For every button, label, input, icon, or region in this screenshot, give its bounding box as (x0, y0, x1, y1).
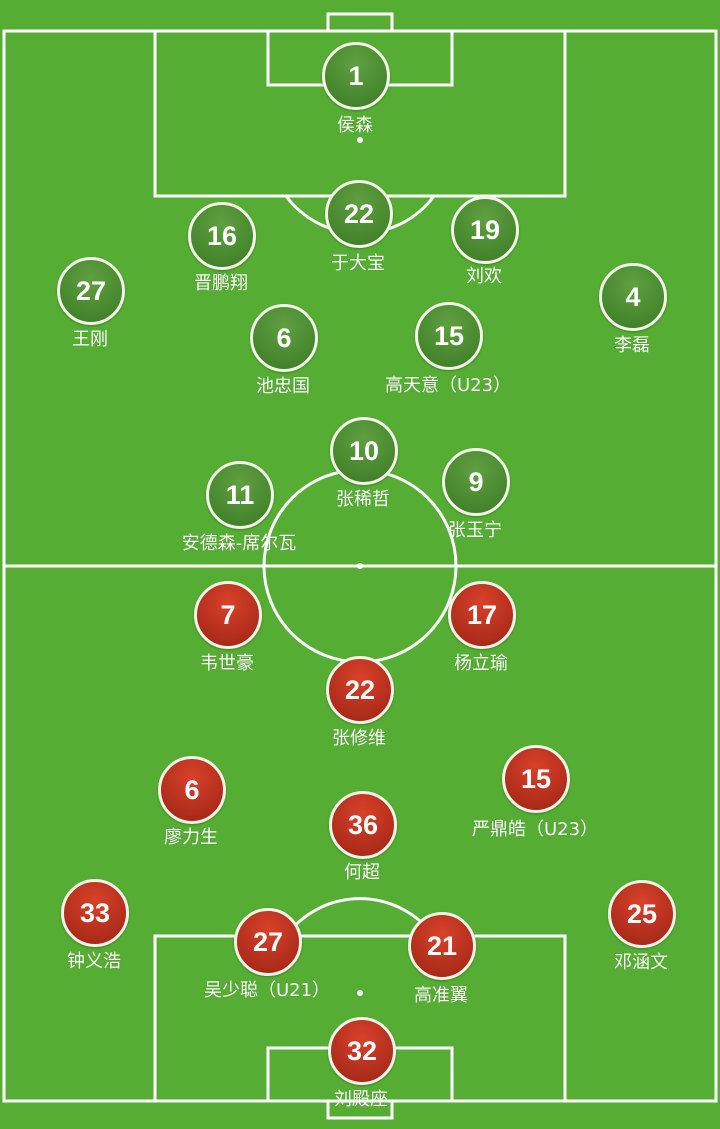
player-number: 15 (502, 745, 570, 813)
player-name: 高天意（U23） (384, 375, 512, 396)
player-name: 杨立瑜 (454, 653, 508, 674)
player-number: 6 (158, 756, 226, 824)
player-number: 15 (415, 302, 483, 370)
player-number: 16 (188, 202, 256, 270)
player-name: 池忠国 (256, 376, 310, 397)
player-number: 22 (326, 656, 394, 724)
player-name: 刘欢 (466, 266, 502, 287)
player-name: 邓涵文 (614, 952, 668, 973)
player-name: 刘殿座 (334, 1089, 388, 1110)
player-number: 10 (330, 417, 398, 485)
player-name: 何超 (344, 862, 380, 883)
player-number: 4 (599, 263, 667, 331)
player-name: 张修维 (332, 728, 386, 749)
player-number: 7 (194, 581, 262, 649)
player-name: 张稀哲 (336, 489, 390, 510)
player-number: 27 (234, 908, 302, 976)
player-name: 廖力生 (164, 827, 218, 848)
player-name: 吴少聪（U21） (203, 980, 331, 1001)
player-number: 1 (322, 42, 390, 110)
player-name: 钟义浩 (67, 951, 121, 972)
player-name: 晋鹏翔 (194, 273, 248, 294)
player-number: 36 (329, 791, 397, 859)
player-number: 11 (206, 461, 274, 529)
player-number: 6 (250, 304, 318, 372)
player-number: 25 (608, 880, 676, 948)
player-name: 李磊 (614, 335, 650, 356)
player-name: 张玉宁 (448, 520, 502, 541)
player-name: 王刚 (72, 329, 108, 350)
player-number: 17 (448, 581, 516, 649)
player-name: 侯森 (337, 115, 373, 136)
bottom-penalty-spot (357, 990, 363, 996)
player-name: 高准翼 (414, 985, 468, 1006)
player-name: 安德森-席尔瓦 (181, 533, 297, 554)
bottom-penalty-arc (284, 897, 436, 937)
player-name: 严鼎皓（U23） (471, 819, 599, 840)
center-spot (357, 563, 363, 569)
player-name: 韦世豪 (200, 653, 254, 674)
player-number: 21 (408, 912, 476, 980)
player-number: 9 (442, 448, 510, 516)
player-number: 32 (328, 1017, 396, 1085)
top-goal (326, 12, 394, 33)
player-name: 于大宝 (331, 253, 385, 274)
player-number: 19 (451, 196, 519, 264)
player-number: 33 (61, 879, 129, 947)
player-number: 27 (57, 257, 125, 325)
bottom-goal (326, 1099, 394, 1120)
player-number: 22 (325, 180, 393, 248)
top-penalty-spot (357, 137, 363, 143)
